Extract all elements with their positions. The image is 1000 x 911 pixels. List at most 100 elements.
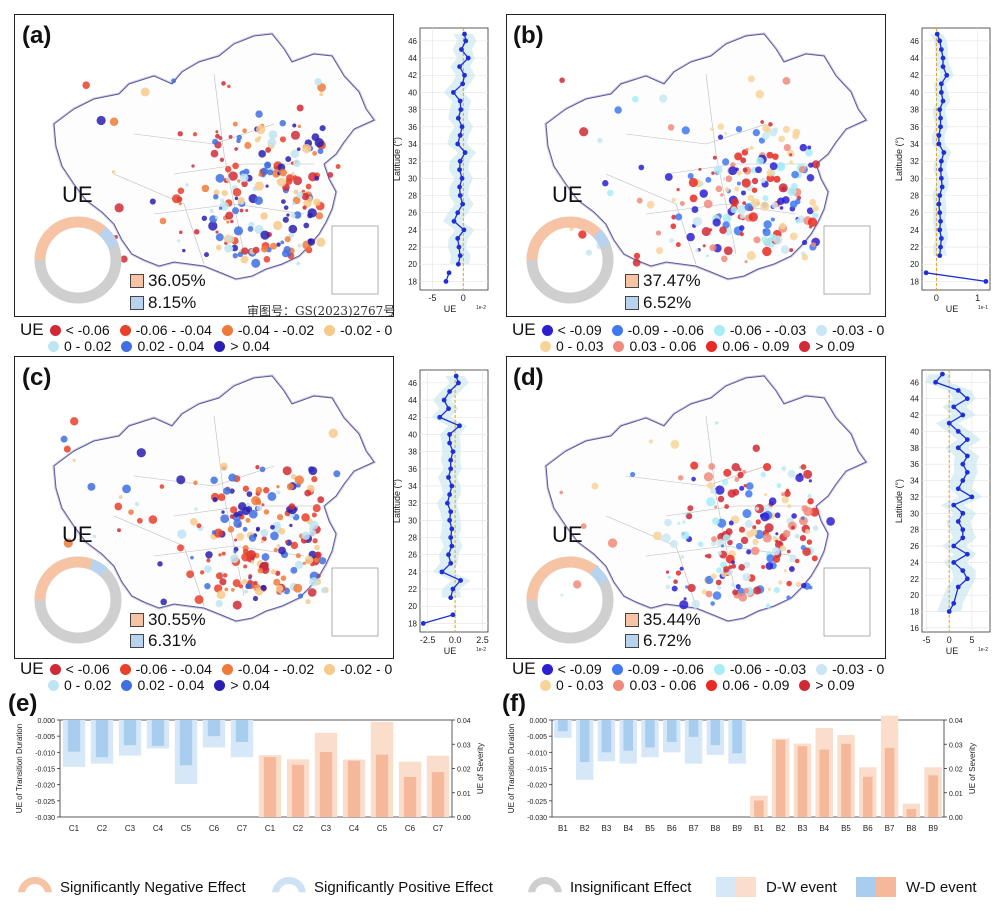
data-point xyxy=(457,98,463,104)
station-point xyxy=(735,584,741,590)
donut-rotation xyxy=(526,556,614,644)
station-point xyxy=(826,517,835,526)
data-point xyxy=(983,279,989,284)
ytick-label: 36 xyxy=(910,123,919,132)
station-point xyxy=(798,472,802,476)
station-point xyxy=(632,95,639,103)
legend-item: > 0.04 xyxy=(214,677,270,693)
station-point xyxy=(215,244,222,251)
map-panel-c xyxy=(14,356,394,659)
station-point xyxy=(221,81,226,86)
donut-title-d: UE xyxy=(552,522,583,547)
legend-dot-icon xyxy=(221,663,233,675)
station-point xyxy=(279,136,286,143)
station-point xyxy=(297,124,302,129)
xtick-label: C2 xyxy=(293,824,304,833)
ytick-label: 26 xyxy=(910,542,919,551)
station-point xyxy=(263,487,270,494)
legend-dot-icon xyxy=(121,340,133,352)
data-point xyxy=(450,586,456,592)
station-point xyxy=(811,555,818,562)
station-point xyxy=(807,145,812,150)
station-point xyxy=(291,172,295,176)
station-point xyxy=(216,590,226,600)
station-point xyxy=(646,200,655,209)
xtick-label: B7 xyxy=(885,824,895,833)
station-point xyxy=(282,466,292,476)
data-point xyxy=(447,432,453,437)
dw-orange-swatch xyxy=(736,877,756,897)
xtick-label: C4 xyxy=(153,824,164,833)
station-point xyxy=(286,213,290,217)
data-point xyxy=(459,47,464,52)
data-point xyxy=(448,466,454,472)
station-point xyxy=(782,125,790,133)
station-point xyxy=(723,468,732,477)
data-point xyxy=(955,584,961,590)
donut-negative xyxy=(526,216,614,304)
legend-dot-icon xyxy=(221,324,233,336)
station-point xyxy=(314,175,320,181)
station-point xyxy=(213,189,220,196)
station-point xyxy=(219,157,225,162)
ytick-label-right: 0.04 xyxy=(457,718,471,725)
station-point xyxy=(247,226,254,232)
station-point xyxy=(769,162,778,171)
ytick-label: 38 xyxy=(408,106,417,115)
station-point xyxy=(201,184,210,193)
station-point xyxy=(677,521,681,526)
legend-item: -0.06 - -0.03 xyxy=(713,322,806,338)
station-point xyxy=(607,189,614,197)
station-point xyxy=(670,223,677,230)
station-point xyxy=(231,244,239,252)
station-point xyxy=(111,170,116,174)
station-point xyxy=(307,238,316,246)
station-point xyxy=(749,145,754,151)
station-point xyxy=(210,149,219,158)
xtick-label: C1 xyxy=(69,824,80,833)
bar-severity-wd xyxy=(775,739,786,817)
station-point xyxy=(232,188,242,197)
legend-dot-icon xyxy=(541,324,553,336)
station-point xyxy=(711,171,715,175)
y-axis-label: Latitude (°) xyxy=(894,137,904,181)
data-point xyxy=(964,396,970,402)
ytick-label: 22 xyxy=(910,575,919,584)
station-point xyxy=(808,479,812,483)
station-point xyxy=(227,526,235,533)
station-point xyxy=(734,477,740,482)
pct-negative-b: 37.47% xyxy=(625,271,701,291)
station-point xyxy=(580,523,587,530)
station-point xyxy=(268,130,278,140)
station-point xyxy=(664,518,672,527)
donut-rotation xyxy=(526,216,614,304)
ytick-label-right: 0.02 xyxy=(457,767,471,774)
station-point xyxy=(263,255,271,263)
station-point xyxy=(695,248,699,253)
xtick-label: 0 xyxy=(934,293,939,303)
y-axis-label: UE of Transition Duration xyxy=(507,724,516,813)
ytick-label: 40 xyxy=(910,88,919,97)
station-point xyxy=(290,130,301,140)
station-point xyxy=(807,494,812,499)
station-point xyxy=(288,503,296,510)
station-point xyxy=(260,167,269,176)
arc-positive-icon xyxy=(272,877,306,893)
data-point xyxy=(938,175,944,181)
station-point xyxy=(705,254,709,258)
station-point xyxy=(301,192,310,201)
data-point xyxy=(457,132,463,138)
data-point xyxy=(960,527,966,533)
ytick-label-right: 0.00 xyxy=(949,815,963,822)
pct-positive-a: 8.15% xyxy=(130,293,196,313)
legend-label: -0.06 - -0.03 xyxy=(729,661,807,677)
station-point xyxy=(280,240,285,245)
station-point xyxy=(712,218,721,227)
station-point xyxy=(255,465,260,470)
station-point xyxy=(779,222,786,230)
station-point xyxy=(676,187,680,192)
ytick-label: 44 xyxy=(408,54,417,63)
station-point xyxy=(665,584,671,590)
station-point xyxy=(246,583,253,590)
station-point xyxy=(783,144,791,152)
